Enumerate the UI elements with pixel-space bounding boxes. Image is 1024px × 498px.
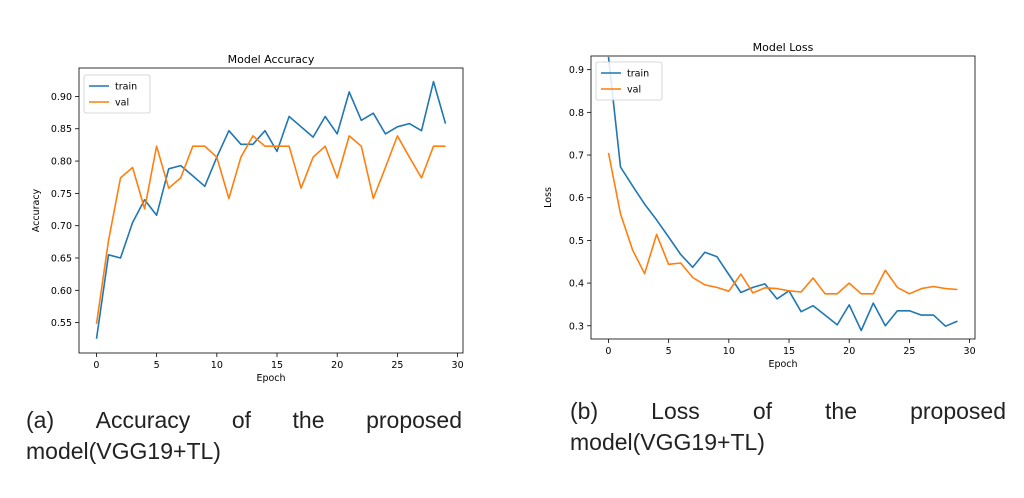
- loss-y-axis-label: Loss: [543, 187, 554, 208]
- accuracy-y-tick-label: 0.60: [51, 286, 72, 297]
- accuracy-y-tick-label: 0.70: [51, 221, 72, 232]
- accuracy-x-tick-label: 0: [93, 360, 99, 371]
- accuracy-y-tick-label: 0.55: [51, 318, 72, 329]
- loss-y-tick-label: 0.5: [569, 236, 584, 247]
- caption-a: (a) Accuracy of the proposed model(VGG19…: [26, 405, 462, 467]
- loss-x-tick-label: 15: [783, 346, 795, 357]
- loss-x-tick-label: 30: [964, 346, 976, 357]
- caption-b-word: the: [825, 398, 858, 424]
- accuracy-y-tick-label: 0.75: [51, 189, 72, 200]
- loss-y-tick-label: 0.6: [569, 193, 584, 204]
- loss-x-axis-label: Epoch: [768, 359, 797, 370]
- accuracy-series-val-line: [95, 135, 446, 325]
- accuracy-y-tick-label: 0.80: [51, 157, 72, 168]
- loss-x-tick-label: 5: [666, 346, 672, 357]
- loss-y-tick-label: 0.8: [569, 108, 584, 119]
- accuracy-legend-label-val: val: [115, 98, 129, 109]
- loss-x-tick-label: 25: [903, 346, 915, 357]
- caption-b-line2: model(VGG19+TL): [570, 429, 765, 456]
- accuracy-series-train-line: [95, 80, 447, 339]
- accuracy-y-tick-label: 0.85: [51, 124, 72, 135]
- caption-b-word: of: [752, 398, 772, 424]
- accuracy-x-tick-label: 20: [331, 360, 343, 371]
- loss-series-val-line: [607, 152, 958, 295]
- loss-legend-label-val: val: [627, 85, 641, 96]
- accuracy-x-tick-label: 5: [154, 360, 160, 371]
- loss-y-tick-label: 0.3: [569, 321, 584, 332]
- loss-y-tick-label: 0.9: [569, 65, 584, 76]
- accuracy-x-tick-label: 10: [211, 360, 223, 371]
- accuracy-y-tick-label: 0.90: [51, 92, 72, 103]
- loss-x-tick-label: 20: [843, 346, 855, 357]
- accuracy-legend-label-train: train: [115, 82, 137, 93]
- caption-a-word: of: [231, 407, 251, 433]
- accuracy-chart-title: Model Accuracy: [228, 53, 315, 66]
- caption-b-word: Loss: [651, 398, 700, 424]
- caption-a-word: Accuracy: [95, 407, 191, 433]
- caption-b-word: (b): [570, 398, 599, 424]
- loss-x-tick-label: 10: [723, 346, 735, 357]
- caption-a-word: (a): [26, 407, 55, 433]
- accuracy-x-tick-label: 15: [271, 360, 283, 371]
- accuracy-legend-box: [83, 74, 151, 114]
- loss-chart-title: Model Loss: [753, 41, 814, 54]
- loss-legend-label-train: train: [627, 69, 649, 80]
- accuracy-x-axis-label: Epoch: [256, 373, 285, 384]
- caption-a-line2: model(VGG19+TL): [26, 438, 221, 465]
- accuracy-y-tick-label: 0.65: [51, 254, 72, 265]
- accuracy-y-axis-label: Accuracy: [31, 188, 42, 232]
- loss-y-tick-label: 0.7: [569, 151, 584, 162]
- loss-legend-box: [595, 61, 663, 101]
- loss-x-tick-label: 0: [605, 346, 611, 357]
- accuracy-x-tick-label: 25: [391, 360, 403, 371]
- loss-y-tick-label: 0.4: [569, 279, 584, 290]
- caption-b: (b) Loss of the proposed model(VGG19+TL): [570, 396, 1006, 458]
- accuracy-x-tick-label: 30: [452, 360, 464, 371]
- loss-series-train-line: [607, 56, 958, 332]
- caption-a-word: the: [292, 407, 325, 433]
- caption-b-word: proposed: [910, 398, 1006, 424]
- caption-a-word: proposed: [366, 407, 462, 433]
- accuracy-plot-frame: [78, 67, 464, 354]
